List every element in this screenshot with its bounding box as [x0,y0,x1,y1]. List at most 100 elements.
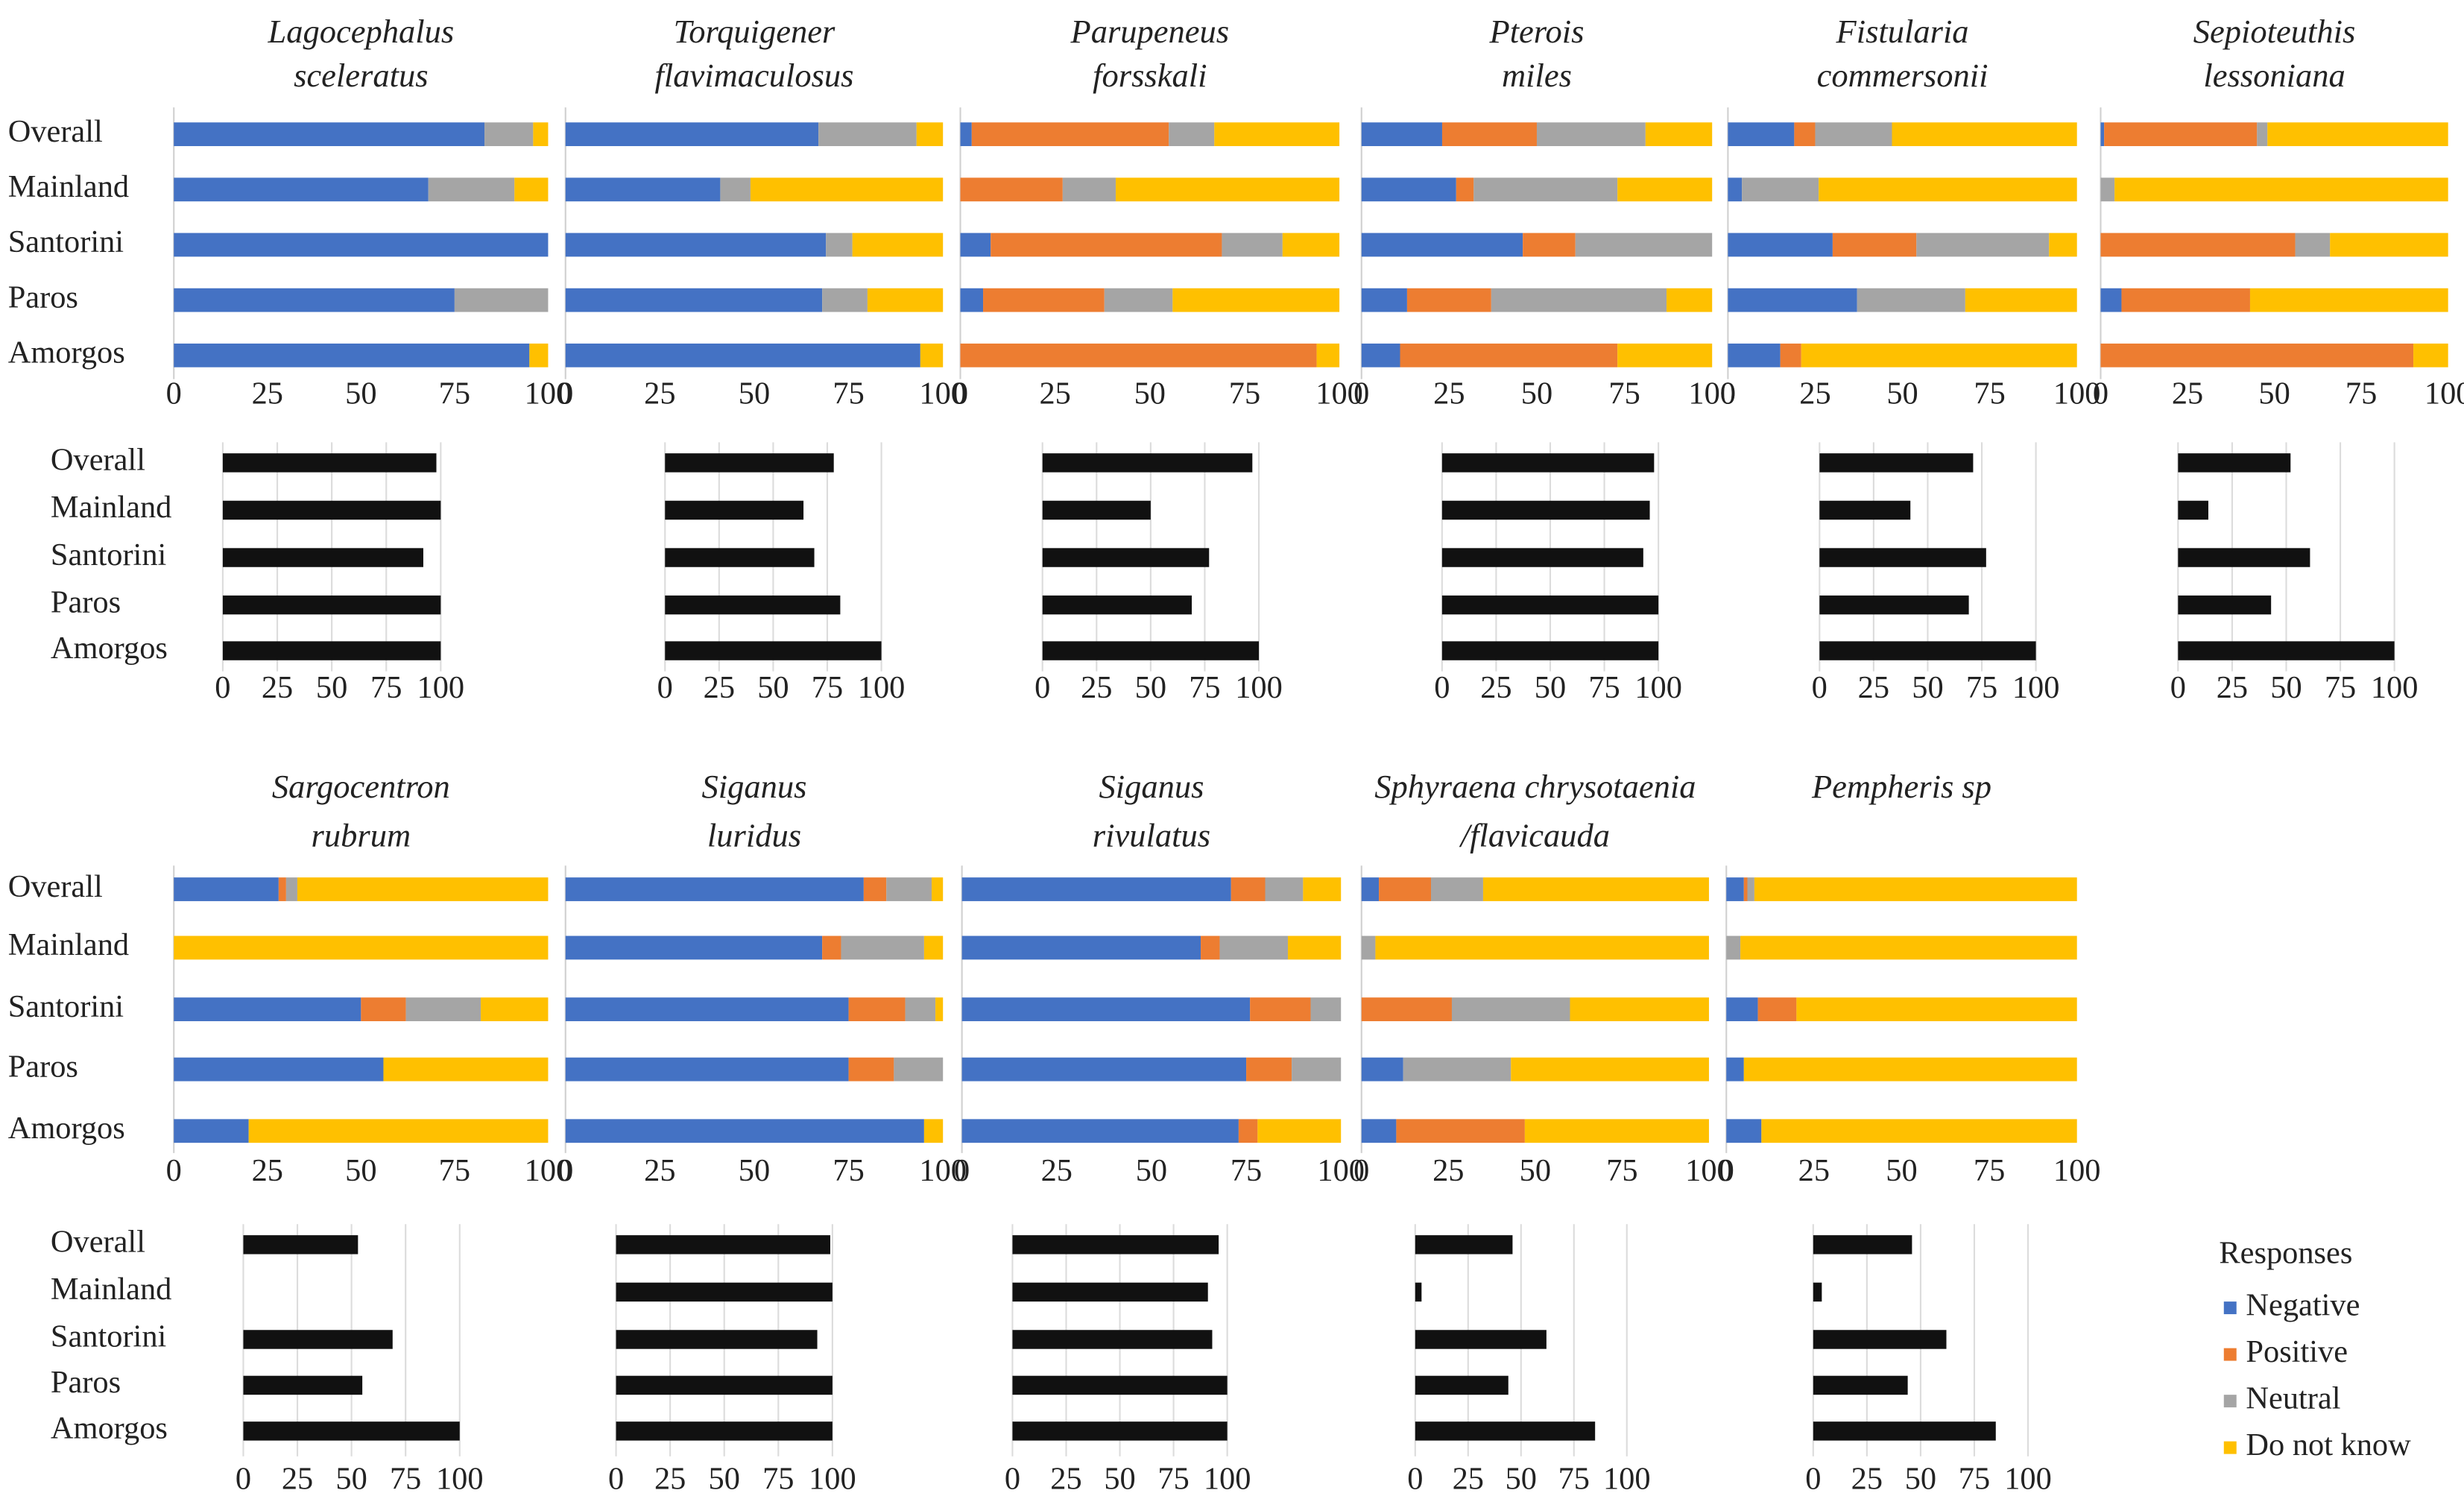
bar-segment [1796,997,2077,1021]
bar-segment [720,177,751,202]
x-tick-label: 75 [2345,376,2377,411]
bar [665,453,834,473]
bar-segment [1361,997,1452,1021]
bar-segment [960,288,984,312]
bar [1819,500,1911,520]
category-label: Santorini [51,537,166,572]
bar-segment [1728,233,1833,257]
bar-segment [1667,288,1713,312]
x-tick-label: 75 [1231,1153,1262,1188]
x-tick-label: 25 [1050,1461,1081,1496]
bar-segment [1570,997,1709,1021]
category-label: Mainland [8,169,129,204]
bar-segment [920,343,944,367]
category-label: Santorini [8,224,124,259]
legend-swatch [2223,1301,2237,1315]
x-tick-label: 0 [215,670,230,705]
bar-segment [1794,122,1816,147]
x-tick-label: 25 [1039,376,1070,411]
bar [243,1330,393,1349]
bar-segment [923,1119,944,1143]
bar [243,1235,358,1255]
x-tick-label: 100 [919,1153,967,1188]
bar-segment [1441,122,1537,147]
x-tick-label: 100 [525,1153,572,1188]
x-tick-label: 0 [657,670,673,705]
bar-segment [1726,997,1758,1021]
bar [1441,548,1643,567]
category-label: Amorgos [8,335,125,370]
x-tick-label: 0 [557,1153,573,1188]
bar [1415,1282,1422,1302]
chart-title: Fistularia [1836,13,1969,50]
bar [2178,641,2395,660]
bar-segment [174,1119,249,1143]
chart-title: Siganus [1099,768,1204,805]
bar-segment [1536,122,1646,147]
x-tick-label: 25 [1041,1153,1073,1188]
bar-segment [1451,997,1570,1021]
bar-segment [1292,1057,1342,1082]
bar-segment [174,997,361,1021]
bar-segment [852,233,944,257]
chart-title: rubrum [312,816,411,853]
bar-segment [848,997,906,1021]
bar-segment [1726,935,1741,960]
bar-segment [1379,877,1432,901]
bar-segment [2257,122,2268,147]
bar-segment [1857,288,1965,312]
x-tick-label: 75 [370,670,402,705]
bar-segment [2100,233,2296,257]
bar-segment [867,288,944,312]
bar [1819,548,1986,567]
category-label: Santorini [8,989,124,1024]
x-tick-label: 50 [1886,1153,1917,1188]
chart-title: miles [1502,57,1572,94]
bar-segment [533,122,549,147]
x-tick-label: 25 [252,1153,283,1188]
bar-segment [1316,343,1340,367]
bar-segment [935,997,944,1021]
x-tick-label: 100 [1685,1153,1733,1188]
x-tick-label: 75 [1606,1153,1637,1188]
bar-segment [1116,177,1340,202]
bar-segment [2267,122,2448,147]
chart-title: /flavicauda [1459,816,1610,853]
x-tick-label: 25 [1480,670,1511,705]
category-label: Paros [8,1049,78,1084]
bar-segment [565,1057,849,1082]
bar-segment [1728,177,1743,202]
bar-segment [1406,288,1491,312]
x-tick-label: 50 [335,1461,367,1496]
x-tick-label: 75 [1974,376,2005,411]
category-label: Overall [8,114,103,149]
bar-segment [1743,877,1748,901]
x-tick-label: 75 [439,1153,470,1188]
bar-segment [1761,1119,2077,1143]
x-tick-label: 100 [417,670,465,705]
legend-title: Responses [2219,1235,2352,1270]
bar-segment [1361,343,1400,367]
bar [1012,1330,1213,1349]
bar-segment [1742,177,1819,202]
bar-segment [174,1057,384,1082]
chart-title: sceleratus [294,57,428,94]
bar-segment [1062,177,1116,202]
legend-label: Negative [2246,1287,2360,1322]
bar-segment [1482,877,1709,901]
bar-segment [1801,343,2077,367]
x-tick-label: 75 [2325,670,2356,705]
x-tick-label: 100 [1315,376,1363,411]
bar-segment [1743,1057,2077,1082]
bar-segment [565,177,721,202]
bar-segment [818,122,917,147]
bar-segment [848,1057,894,1082]
bar-segment [2100,343,2414,367]
bar [665,500,804,520]
bar [1042,500,1151,520]
bar-segment [174,877,279,901]
x-tick-label: 75 [833,376,864,411]
x-tick-label: 100 [1634,670,1682,705]
bar-segment [960,233,991,257]
chart-title: forsskali [1093,57,1207,94]
